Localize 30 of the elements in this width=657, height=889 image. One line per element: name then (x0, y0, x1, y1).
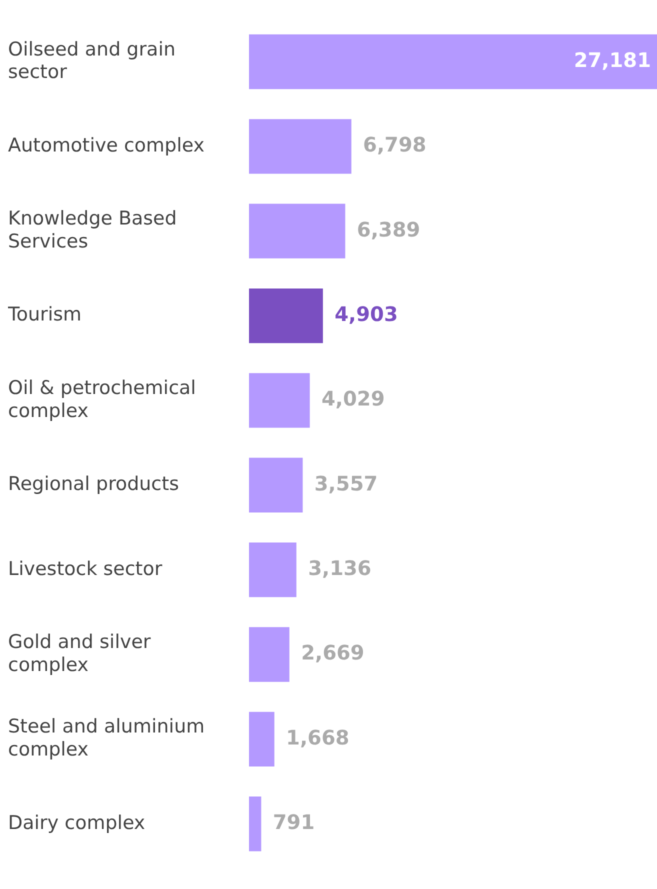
bar (249, 204, 346, 258)
data-label: 6,798 (363, 132, 426, 157)
bar (249, 712, 274, 767)
bar (249, 373, 310, 428)
y-tick-label: Knowledge Based Services (8, 208, 177, 252)
bar (249, 458, 303, 512)
y-tick-label: Oilseed and grain sector (8, 38, 176, 84)
y-tick-label: Tourism (7, 304, 82, 326)
bar (249, 288, 323, 344)
y-tick-label: Gold and silver complex (8, 631, 151, 676)
y-tick-label: Oil & petrochemical complex (8, 376, 196, 422)
data-label: 3,136 (308, 556, 372, 580)
bar (249, 542, 296, 598)
data-label: 4,029 (321, 386, 385, 411)
data-label: 3,557 (314, 471, 378, 496)
bar (249, 34, 657, 90)
bar (249, 796, 262, 852)
y-tick-label: Livestock sector (8, 558, 162, 580)
bar (249, 119, 352, 174)
y-tick-label: Dairy complex (8, 812, 146, 834)
data-label: 6,389 (356, 217, 420, 242)
data-label: 791 (272, 810, 315, 834)
bar (249, 627, 290, 682)
data-label: 27,181 (574, 48, 651, 72)
data-label: 4,903 (334, 302, 398, 326)
data-label: 2,669 (301, 640, 364, 665)
y-tick-label: Automotive complex (8, 134, 204, 156)
data-label: 1,668 (286, 725, 350, 750)
y-tick-label: Steel and aluminium complex (8, 716, 205, 761)
y-tick-label: Regional products (8, 473, 179, 496)
